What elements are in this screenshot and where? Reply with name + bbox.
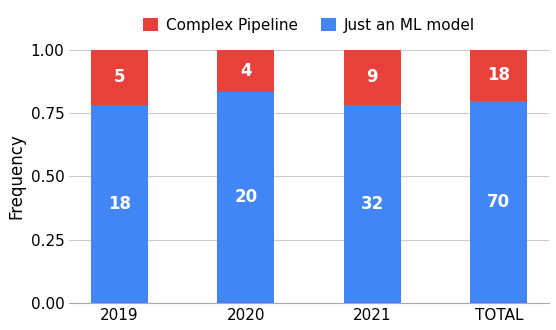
Text: 18: 18 xyxy=(487,66,510,84)
Y-axis label: Frequency: Frequency xyxy=(7,133,25,219)
Bar xyxy=(470,50,527,101)
Bar xyxy=(470,101,527,303)
Legend: Complex Pipeline, Just an ML model: Complex Pipeline, Just an ML model xyxy=(137,12,481,39)
Bar xyxy=(217,92,274,303)
Text: 20: 20 xyxy=(234,188,257,207)
Text: 70: 70 xyxy=(487,193,510,211)
Text: 18: 18 xyxy=(108,195,131,213)
Text: 9: 9 xyxy=(366,68,378,86)
Text: 32: 32 xyxy=(361,195,384,213)
Bar xyxy=(91,105,148,303)
Text: 5: 5 xyxy=(113,68,125,86)
Bar xyxy=(344,105,401,303)
Bar xyxy=(217,50,274,92)
Bar xyxy=(91,50,148,105)
Bar xyxy=(344,50,401,105)
Text: 4: 4 xyxy=(240,62,252,80)
